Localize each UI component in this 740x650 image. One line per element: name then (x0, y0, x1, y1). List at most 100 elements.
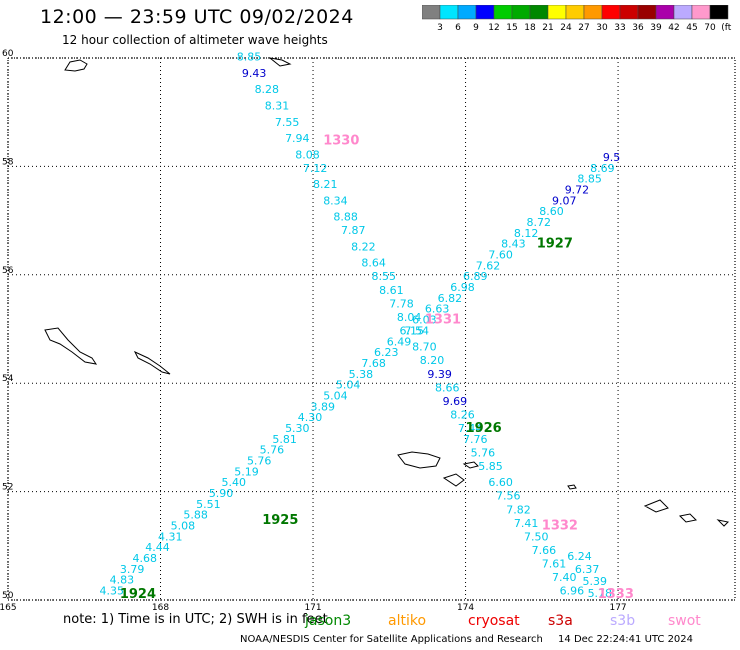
island-north-coast (64, 57, 292, 72)
swh-value-track-a: 7.44 (458, 422, 483, 435)
colorbar-label: 9 (473, 23, 479, 33)
colorbar-label: 36 (632, 23, 644, 33)
swh-value-track-a: 8.55 (372, 270, 397, 283)
swh-value-track-a: 7.50 (524, 530, 549, 543)
colorbar-label: 27 (578, 23, 589, 33)
island-buldir (567, 484, 577, 490)
coastline-islands (44, 57, 730, 527)
swh-value-track-a: 7.12 (303, 162, 328, 175)
pass-time-label: 1926 (466, 421, 502, 436)
island-attu (397, 451, 441, 469)
swh-value-track-b: 5.90 (209, 487, 234, 500)
swh-value-track-a: 8.70 (412, 341, 437, 354)
island-komandorski-bering (44, 327, 98, 365)
swh-value-track-b: 3.79 (120, 563, 145, 576)
swh-value-track-a: 8.31 (265, 99, 290, 112)
swh-value-track-b: 3.89 (310, 400, 335, 413)
lat-tick-label: 52 (2, 483, 13, 493)
colorbar-swatch (709, 5, 729, 20)
island-medny (133, 350, 171, 375)
swh-value-track-b: 6.98 (450, 281, 475, 294)
lon-tick-label: 171 (304, 603, 321, 613)
swh-value-track-b: 6.15 (399, 324, 424, 337)
swh-value-track-a: 8.20 (420, 354, 445, 367)
swh-value-track-a: 8.08 (295, 148, 320, 161)
swh-value-track-b: 5.81 (272, 433, 297, 446)
swh-value-track-b: 8.43 (501, 238, 526, 251)
swh-value-track-a: 7.78 (389, 297, 414, 310)
swh-value-track-b: 7.60 (488, 249, 512, 262)
swh-value-track-b: 9.72 (565, 184, 590, 197)
swh-value-track-b: 5.88 (183, 509, 208, 522)
pass-time-label: 1331 (425, 313, 461, 328)
generated-timestamp: 14 Dec 22:24:41 UTC 2024 (558, 634, 694, 645)
colorbar-label: 39 (650, 23, 662, 33)
legend-item-jason3: jason3 (305, 613, 352, 629)
lat-tick-label: 56 (2, 266, 14, 276)
swh-value-track-b: 4.44 (145, 541, 170, 554)
swh-value-track-b: 9.07 (552, 194, 577, 207)
swh-value-track-a: 8.61 (379, 284, 404, 297)
swh-value-track-a: 8.64 (361, 257, 386, 270)
swh-value-track-b: 9.5 (603, 151, 621, 164)
swh-value-track-a-south: 5.78 (588, 587, 613, 600)
legend-item-s3a: s3a (548, 613, 573, 629)
swh-value-track-a: 8.28 (255, 83, 280, 96)
lat-tick-label: 54 (2, 374, 14, 384)
swh-value-track-a: 7.87 (341, 224, 366, 237)
axis-tick-labels: 165 168 171 174 177 60 58 56 54 52 50 (0, 49, 627, 613)
swh-value-track-b: 6.63 (425, 303, 450, 316)
swh-value-track-a-south: 5.39 (582, 575, 607, 588)
swh-value-track-b: 6.23 (374, 346, 399, 359)
pass-time-label: 1924 (120, 587, 156, 602)
swh-value-track-a: 5.76 (471, 446, 496, 459)
swh-value-track-a: 7.54 (405, 324, 430, 337)
swh-value-track-a: 6.60 (488, 476, 512, 489)
swh-value-track-b: 8.60 (539, 205, 564, 218)
swh-value-track-a: 7.56 (496, 490, 520, 503)
island-agattu (442, 473, 465, 487)
swh-value-track-b: 6.82 (438, 292, 463, 305)
swh-value-track-a: 8.66 (435, 381, 460, 394)
swh-value-track-a: 9.69 (443, 395, 468, 408)
swh-value-track-a: 8.88 (333, 211, 358, 224)
swh-value-track-b: 6.49 (387, 335, 412, 348)
colorbar-label: 30 (596, 23, 608, 33)
legend-item-swot: swot (668, 613, 701, 629)
swh-value-track-a: 8.21 (313, 178, 338, 191)
swh-value-track-a: 7.94 (285, 132, 310, 145)
swh-value-track-b: 7.68 (361, 357, 386, 370)
swh-value-track-b: 5.04 (323, 389, 348, 402)
swh-value-track-a: 8.26 (450, 408, 475, 421)
lon-tick-label: 174 (457, 603, 474, 613)
colorbar-label: 21 (542, 23, 553, 33)
colorbar-label: 45 (686, 23, 697, 33)
lon-tick-label: 168 (152, 603, 169, 613)
colorbar-label: 15 (506, 23, 517, 33)
swh-value-track-a-south: 6.37 (575, 563, 600, 576)
colorbar-label: 6 (455, 23, 461, 33)
swh-value-track-b: 5.51 (196, 498, 221, 511)
swh-value-track-b: 7.62 (476, 259, 501, 272)
swh-value-track-b: 8.12 (514, 227, 539, 240)
legend-item-altiko: altiko (388, 613, 427, 629)
swh-value-track-b: 8.72 (527, 216, 552, 229)
swh-value-track-b: 6.03 (412, 314, 437, 327)
swh-value-track-b: 5.76 (247, 455, 272, 468)
pass-time-label: 1925 (262, 513, 298, 528)
page-title: 12:00 — 23:59 UTC 09/02/2024 (40, 6, 354, 28)
island-semichi (462, 461, 479, 469)
colorbar-label: 12 (488, 23, 499, 33)
swh-value-track-a: 7.76 (463, 433, 488, 446)
swh-value-track-b: 4.35 (100, 585, 125, 598)
swh-value-track-a: 5.85 (478, 460, 503, 473)
swh-value-track-b: 5.08 (171, 520, 196, 533)
swh-value-track-b: 4.68 (133, 552, 158, 565)
colorbar-label: 24 (560, 23, 572, 33)
legend-item-cryosat: cryosat (468, 613, 520, 629)
swh-value-track-b: 5.40 (222, 476, 247, 489)
swh-value-track-b: 5.04 (336, 379, 361, 392)
swh-value-track-b: 8.69 (590, 162, 615, 175)
